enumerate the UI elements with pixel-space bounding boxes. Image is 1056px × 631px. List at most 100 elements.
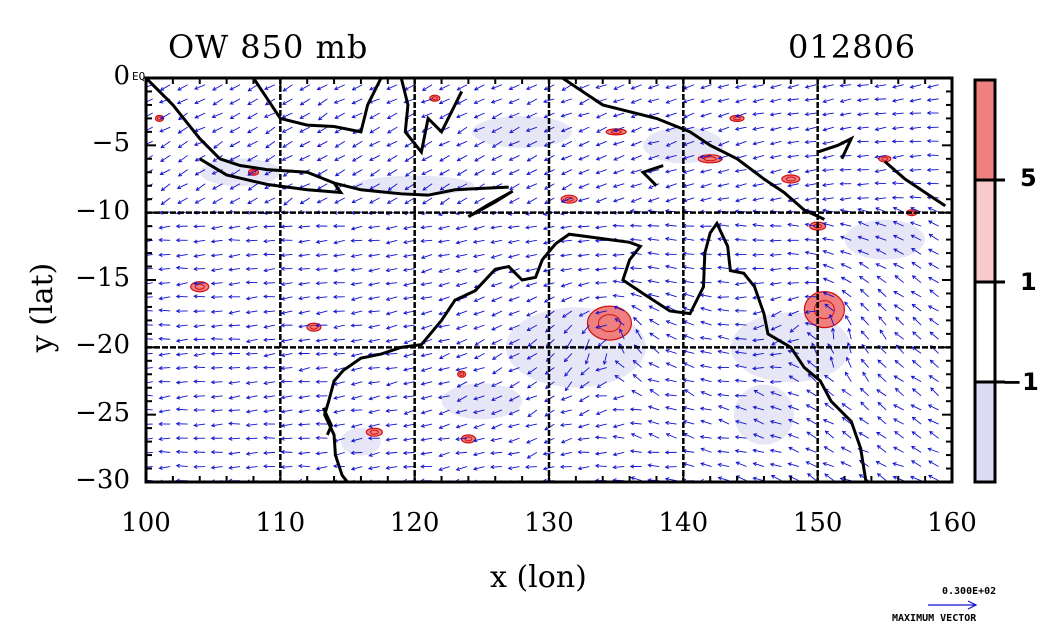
wind-vector-head bbox=[367, 309, 373, 314]
wind-vector bbox=[161, 183, 171, 191]
wind-vector-head bbox=[422, 186, 427, 191]
wind-vector bbox=[613, 98, 625, 103]
wind-vector bbox=[229, 423, 241, 425]
wind-vector-head bbox=[245, 339, 251, 344]
ow-contour bbox=[564, 196, 574, 202]
wind-vector-head bbox=[841, 430, 847, 435]
wind-vector bbox=[857, 112, 869, 116]
wind-vector bbox=[492, 140, 503, 148]
wind-vector-head bbox=[892, 475, 897, 480]
wind-vector bbox=[159, 352, 171, 356]
wind-vector-head bbox=[491, 383, 496, 387]
wind-vector-head bbox=[439, 115, 444, 119]
wind-vector-head bbox=[351, 100, 356, 105]
wind-vector bbox=[598, 338, 608, 347]
wind-vector-head bbox=[263, 435, 268, 440]
wind-vector bbox=[879, 329, 887, 340]
wind-vector-head bbox=[805, 404, 811, 409]
wind-vector bbox=[386, 352, 398, 355]
wind-vector-head bbox=[472, 239, 478, 244]
wind-vector bbox=[421, 239, 433, 242]
wind-vector bbox=[543, 98, 555, 103]
wind-vector bbox=[858, 236, 869, 241]
wind-vector bbox=[263, 282, 275, 284]
wind-vector bbox=[456, 253, 468, 258]
wind-vector-head bbox=[911, 445, 916, 450]
wind-vector-head bbox=[386, 200, 392, 204]
wind-vector-head bbox=[211, 128, 217, 133]
wind-vector-head bbox=[212, 86, 217, 91]
wind-vector bbox=[753, 84, 765, 88]
wind-vector-head bbox=[874, 235, 880, 240]
wind-vector bbox=[700, 436, 712, 439]
wind-vector-head bbox=[263, 294, 268, 299]
wind-vector-head bbox=[193, 394, 198, 399]
wind-vector bbox=[928, 404, 939, 411]
wind-vector bbox=[912, 416, 922, 425]
wind-vector-head bbox=[158, 352, 163, 357]
wind-vector-head bbox=[455, 466, 461, 471]
wind-vector-head bbox=[877, 401, 882, 406]
wind-vector-head bbox=[910, 291, 915, 295]
wind-vector bbox=[491, 423, 503, 429]
wind-vector-head bbox=[564, 372, 569, 377]
wind-vector bbox=[615, 360, 625, 368]
wind-vector-head bbox=[422, 200, 427, 205]
wind-vector-head bbox=[193, 294, 198, 299]
wind-vector-head bbox=[717, 365, 722, 370]
wind-vector bbox=[561, 98, 572, 103]
wind-vector bbox=[631, 169, 642, 174]
wind-vector-head bbox=[455, 450, 460, 456]
wind-vector bbox=[718, 463, 730, 467]
wind-vector-head bbox=[229, 185, 234, 190]
wind-vector-head bbox=[892, 220, 898, 225]
wind-vector-head bbox=[811, 342, 816, 347]
x-tick-label: 150 bbox=[792, 508, 843, 538]
wind-vector-head bbox=[438, 425, 443, 430]
wind-vector-head bbox=[664, 264, 670, 269]
negative-ow-area bbox=[200, 158, 281, 187]
wind-vector bbox=[910, 476, 922, 482]
wind-vector bbox=[473, 367, 485, 371]
wind-vector bbox=[840, 236, 852, 241]
wind-vector bbox=[334, 155, 346, 161]
wind-vector bbox=[370, 169, 380, 177]
wind-vector bbox=[788, 310, 800, 316]
wind-vector-head bbox=[420, 464, 425, 469]
wind-vector bbox=[369, 112, 380, 119]
wind-vector-head bbox=[629, 407, 635, 412]
wind-vector-head bbox=[699, 406, 705, 411]
wind-vector-head bbox=[752, 252, 757, 257]
wind-vector-head bbox=[876, 473, 882, 478]
wind-vector-head bbox=[228, 323, 233, 328]
wind-vector bbox=[789, 375, 800, 383]
wind-vector bbox=[159, 395, 171, 399]
wind-vector-head bbox=[263, 281, 268, 286]
wind-vector-head bbox=[804, 237, 809, 242]
wind-vector bbox=[229, 282, 241, 286]
wind-vector-head bbox=[175, 324, 181, 329]
wind-vector-head bbox=[752, 352, 757, 357]
wind-vector bbox=[421, 324, 433, 330]
wind-vector-head bbox=[455, 325, 461, 330]
wind-vector bbox=[439, 84, 450, 91]
wind-vector bbox=[596, 367, 607, 371]
wind-vector-head bbox=[439, 200, 445, 205]
wind-vector bbox=[700, 112, 712, 117]
wind-vector-head bbox=[560, 225, 565, 230]
wind-vector-head bbox=[542, 226, 548, 231]
wind-vector bbox=[264, 268, 276, 272]
wind-vector-head bbox=[630, 476, 635, 481]
wind-vector-head bbox=[647, 265, 652, 270]
wind-vector-head bbox=[210, 281, 216, 286]
wind-vector-head bbox=[332, 309, 338, 314]
wind-vector-head bbox=[879, 329, 884, 334]
wind-vector-head bbox=[315, 351, 320, 357]
wind-vector bbox=[805, 238, 817, 241]
wind-vector-head bbox=[369, 157, 374, 161]
wind-vector bbox=[787, 154, 799, 158]
wind-vector bbox=[527, 409, 538, 417]
wind-vector bbox=[491, 310, 503, 317]
wind-vector bbox=[805, 322, 817, 326]
wind-vector bbox=[160, 155, 171, 162]
